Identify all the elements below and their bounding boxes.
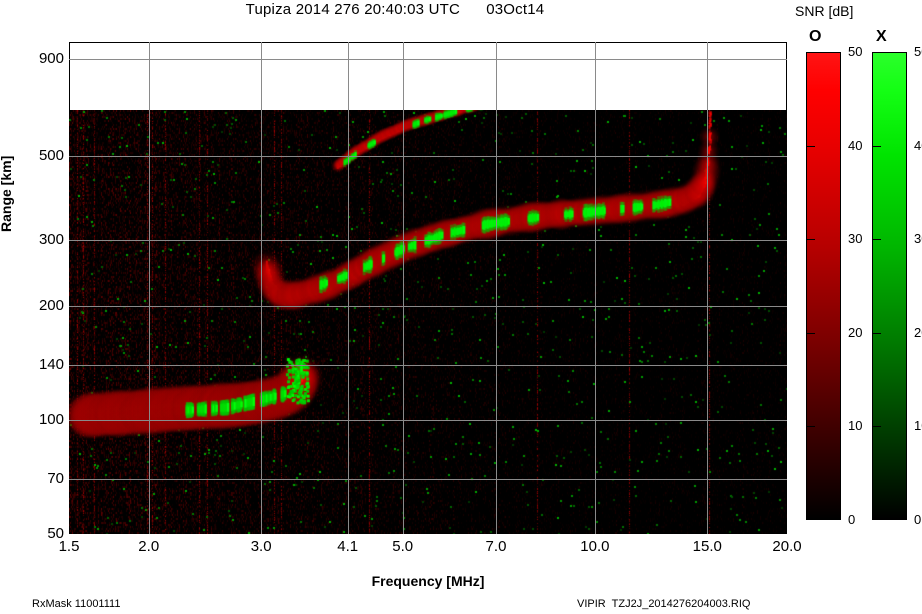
y-tick-label: 50: [47, 525, 64, 542]
y-tick-label: 300: [38, 230, 64, 248]
ionogram-trace-canvas: [69, 110, 787, 534]
colorbar-tick-mark: [806, 145, 815, 147]
x-tick-label: 2.0: [138, 538, 160, 555]
colorbar-tick-mark: [806, 426, 815, 428]
colorbar-tick-label: 10: [914, 418, 922, 434]
colorbar-tick-label: 50: [914, 44, 922, 59]
colorbar-tick-label: 0: [848, 512, 856, 527]
colorbar-tick-mark: [872, 239, 881, 241]
colorbar-tick-label: 40: [914, 137, 922, 153]
page-title: Tupiza 2014 276 20:40:03 UTC 03Oct14: [245, 1, 545, 18]
colorbar-tick-label: 10: [848, 418, 863, 434]
x-tick-label: 4.1: [337, 538, 359, 555]
y-tick-label: 900: [38, 50, 64, 68]
colorbar-tick-label: 30: [848, 231, 863, 247]
y-tick-label: 70: [47, 469, 64, 487]
footer-rxmask: RxMask 11001111: [32, 598, 121, 610]
colorbar-tick-label: 20: [914, 324, 922, 340]
y-tick-label: 140: [38, 355, 64, 373]
o-mode-colorbar[interactable]: [806, 52, 841, 520]
colorbar-tick-mark: [806, 332, 815, 334]
x-tick-label: 7.0: [485, 538, 507, 555]
colorbar-tick-mark: [872, 332, 881, 334]
o-mode-marker: O: [809, 28, 822, 45]
colorbar-tick-label: 40: [848, 137, 863, 153]
colorbar-tick-label: 50: [848, 44, 863, 59]
x-tick-label: 10.0: [580, 538, 610, 555]
y-tick-label: 500: [38, 146, 64, 164]
x-mode-colorbar[interactable]: [872, 52, 907, 520]
x-tick-label: 5.0: [392, 538, 414, 555]
x-axis-label: Frequency [MHz]: [371, 573, 485, 589]
colorbar-tick-label: 20: [848, 324, 863, 340]
colorbar-tick-mark: [872, 426, 881, 428]
x-tick-label: 3.0: [250, 538, 272, 555]
x-tick-label: 15.0: [692, 538, 722, 555]
colorbar-tick-mark: [872, 145, 881, 147]
y-axis-ticks: 900 500 300 200 140 100 70 50: [0, 0, 64, 614]
colorbar-tick-label: 30: [914, 231, 922, 247]
y-tick-label: 200: [38, 297, 64, 315]
x-tick-label: 20.0: [772, 538, 802, 555]
footer-source-file: VIPIR TZJ2J_2014276204003.RIQ: [577, 598, 751, 610]
colorbar-tick-mark: [806, 239, 815, 241]
ionogram-data-area[interactable]: [69, 110, 787, 534]
y-tick-label: 100: [38, 411, 64, 429]
x-tick-label: 1.5: [58, 538, 80, 555]
colorbar-tick-label: 0: [914, 512, 922, 527]
x-mode-marker: X: [876, 28, 887, 45]
colorbar-title: SNR [dB]: [795, 3, 854, 19]
